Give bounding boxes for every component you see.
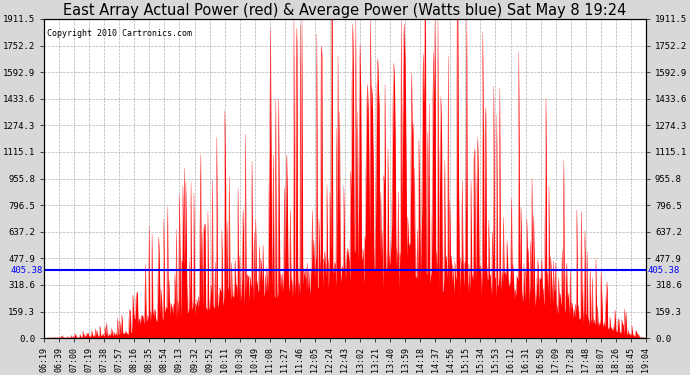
Text: 405.38: 405.38	[10, 266, 43, 275]
Title: East Array Actual Power (red) & Average Power (Watts blue) Sat May 8 19:24: East Array Actual Power (red) & Average …	[63, 3, 627, 18]
Text: 405.38: 405.38	[647, 266, 680, 275]
Text: Copyright 2010 Cartronics.com: Copyright 2010 Cartronics.com	[47, 28, 192, 38]
